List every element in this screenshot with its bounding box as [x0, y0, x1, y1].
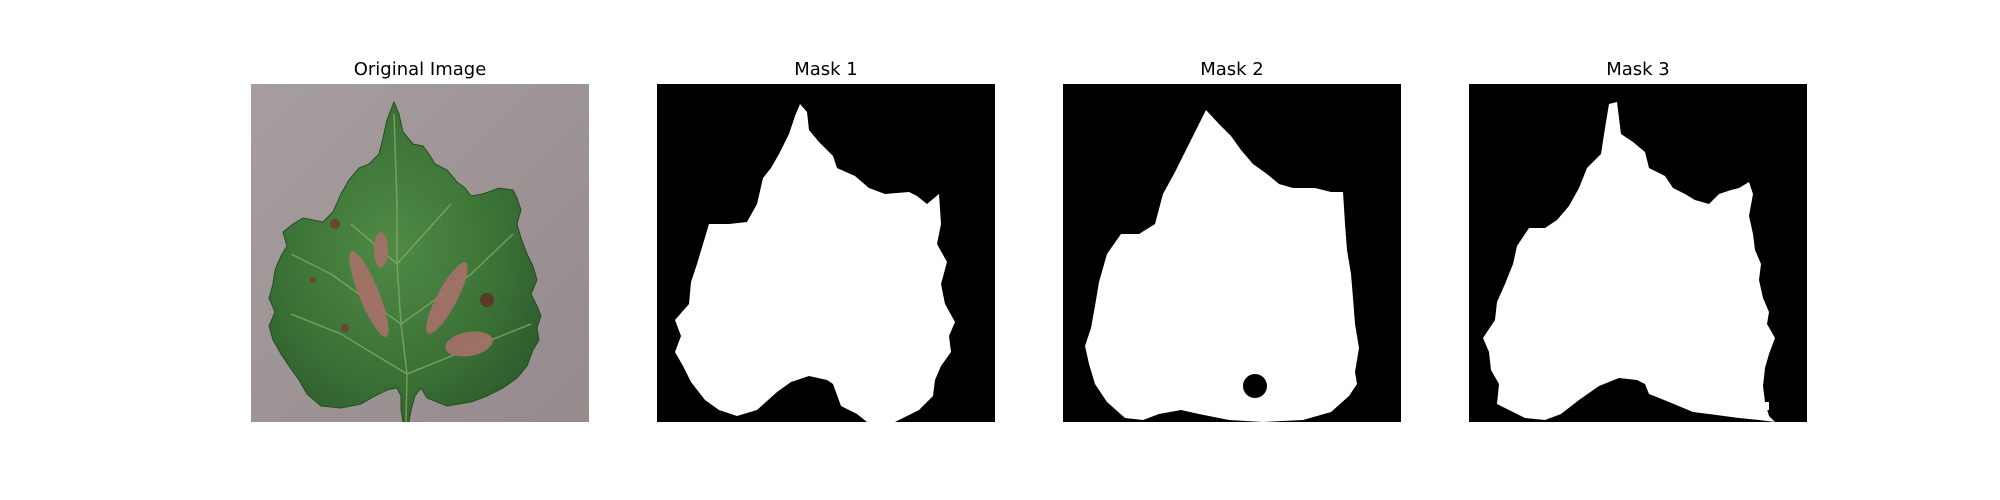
mask-hole: [1243, 374, 1267, 398]
mask-region: [1483, 102, 1775, 422]
lesion: [349, 251, 389, 337]
mask-2-image: [1063, 84, 1401, 422]
panel-mask-3: Mask 3: [1469, 0, 1807, 500]
lesion: [374, 232, 388, 268]
panel-title: Mask 1: [794, 59, 858, 80]
mask-3-image: [1469, 84, 1807, 422]
panel-title: Mask 2: [1200, 59, 1264, 80]
mask-region: [1085, 110, 1359, 422]
lesion: [426, 262, 468, 334]
panel-title: Mask 3: [1606, 59, 1670, 80]
lesion: [310, 277, 316, 283]
lesion: [341, 324, 349, 332]
panel-mask-1: Mask 1: [657, 0, 995, 500]
mask-1-image: [657, 84, 995, 422]
panel-mask-2: Mask 2: [1063, 0, 1401, 500]
mask-fragment: [1755, 402, 1769, 410]
mask-fragment: [1741, 408, 1751, 414]
panel-original-image: Original Image: [251, 0, 589, 500]
mask-region: [675, 104, 955, 422]
panel-title: Original Image: [353, 59, 487, 80]
lesion: [480, 293, 494, 307]
lesion: [445, 331, 493, 357]
original-leaf-image: [251, 84, 589, 422]
lesion: [330, 219, 340, 229]
